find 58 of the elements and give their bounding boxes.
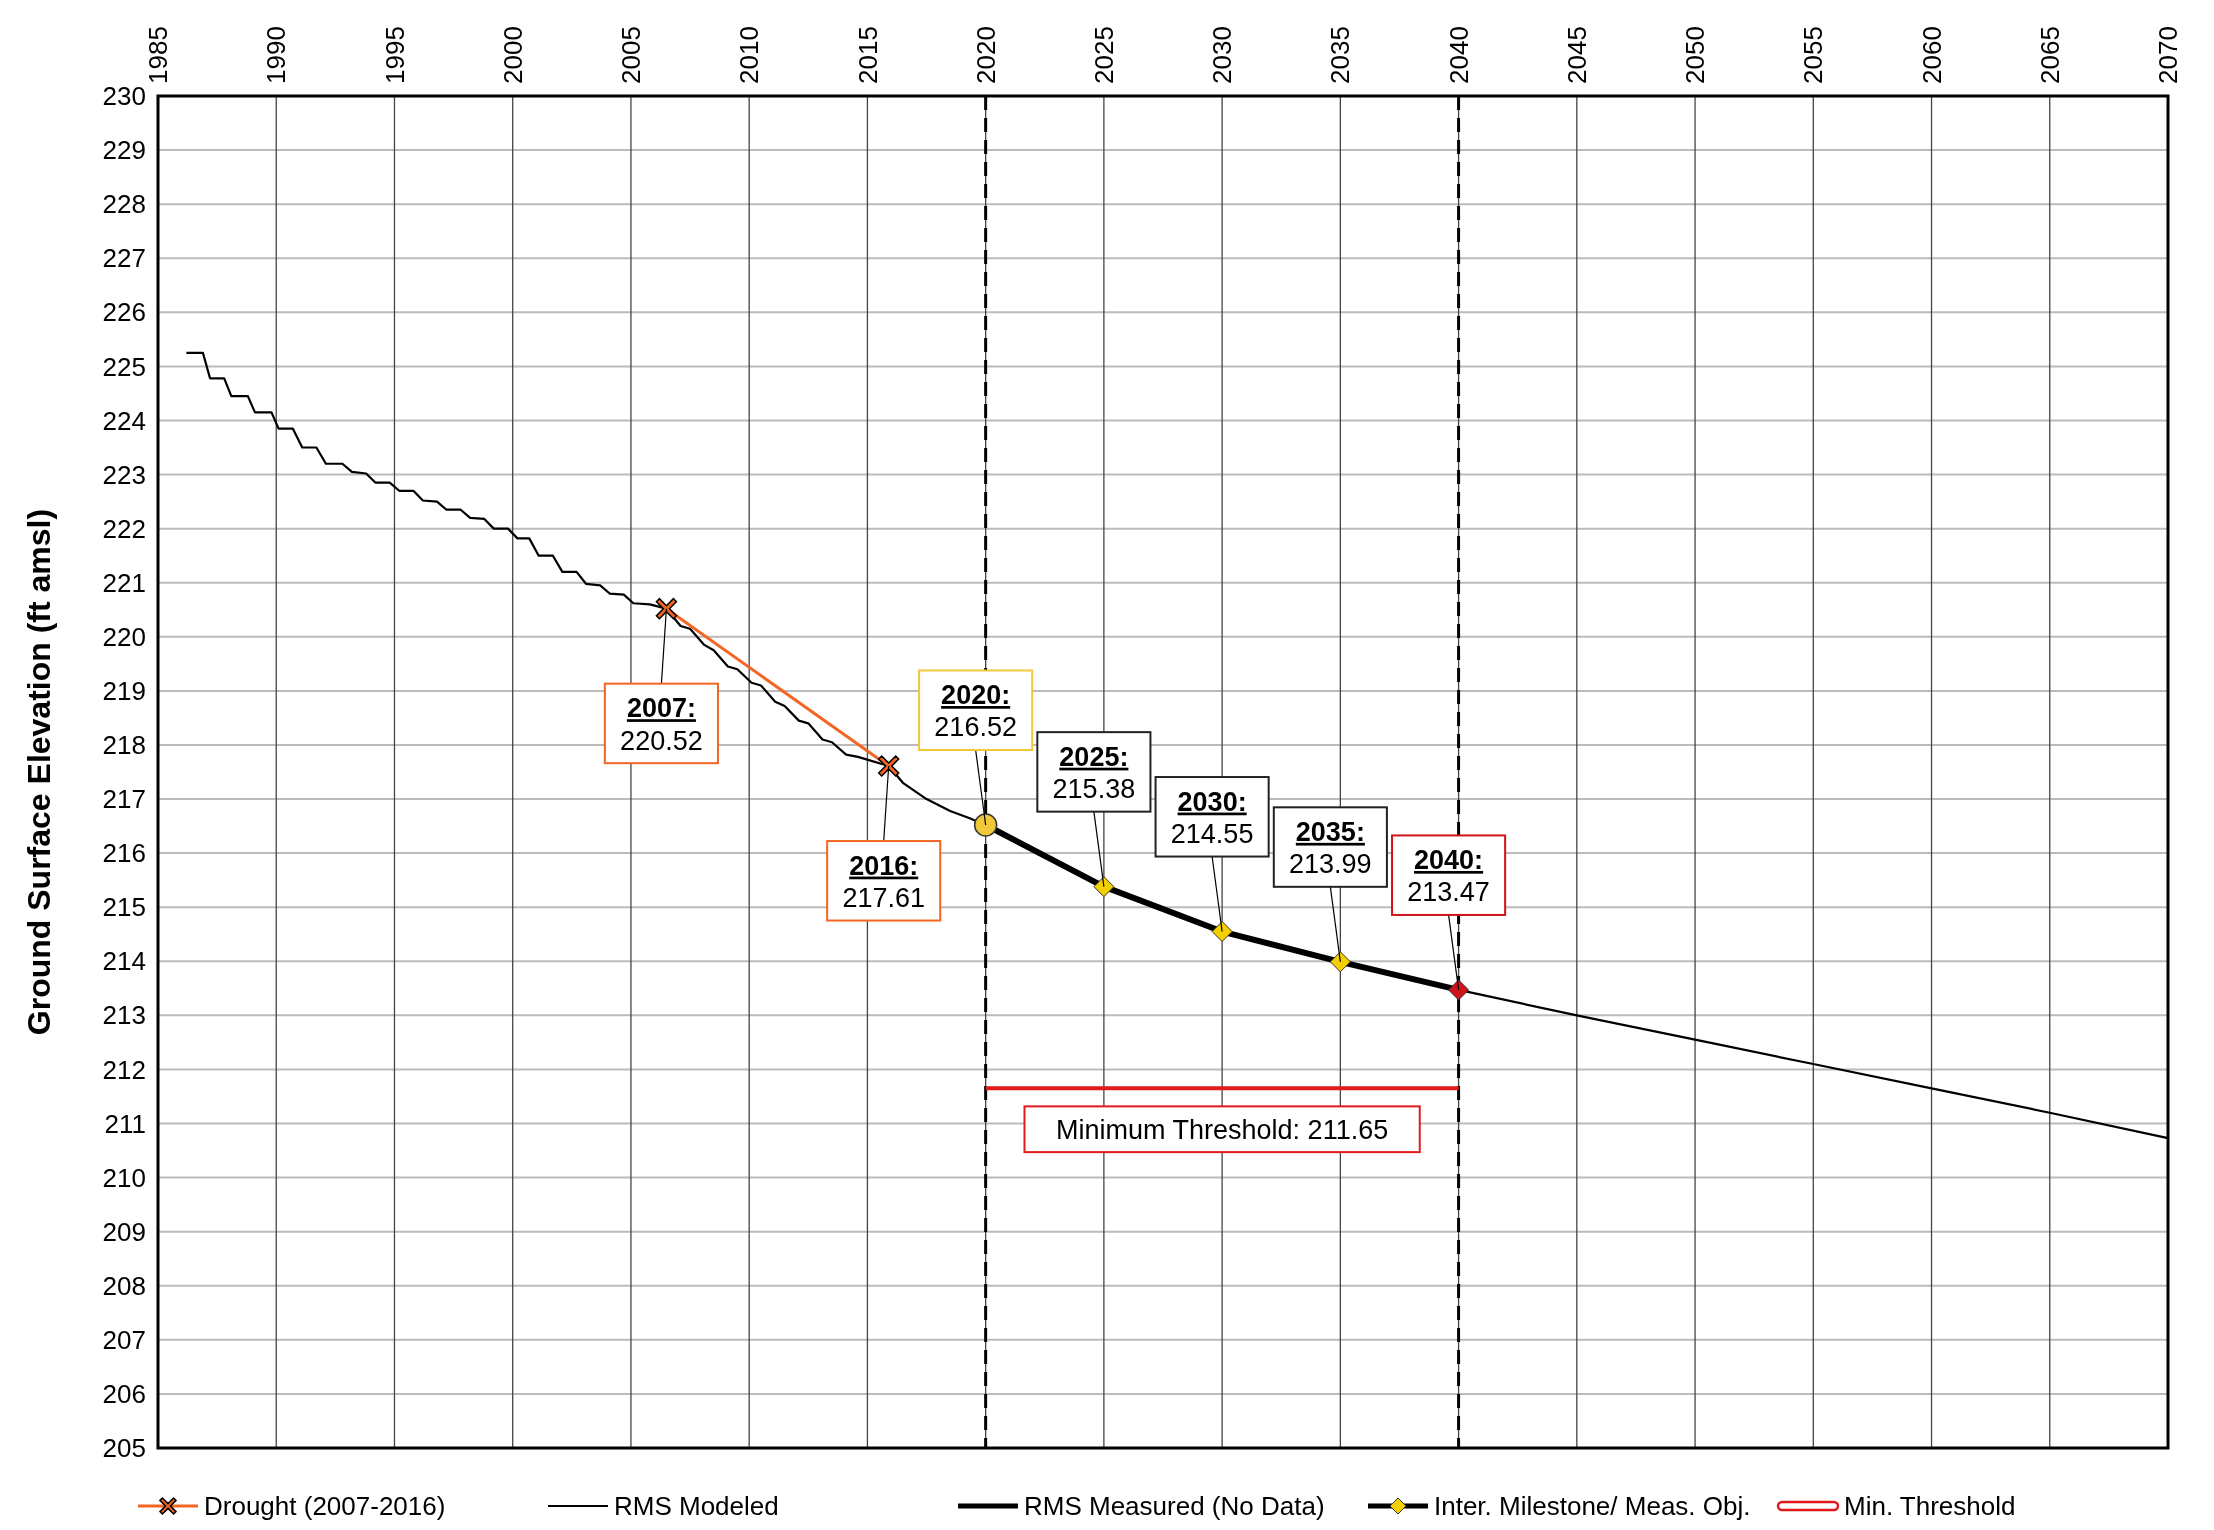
y-axis-title: Ground Surface Elevation (ft amsl) [21, 508, 57, 1036]
legend-label: Drought (2007-2016) [204, 1491, 446, 1521]
y-tick-label: 224 [102, 405, 146, 436]
y-tick-label: 230 [102, 81, 146, 112]
legend-label: Inter. Milestone/ Meas. Obj. [1434, 1491, 1751, 1521]
y-tick-label: 218 [102, 730, 146, 761]
x-tick-label: 2020 [970, 26, 1001, 84]
x-tick-label: 1990 [261, 26, 292, 84]
x-tick-label: 2010 [734, 26, 765, 84]
y-tick-label: 229 [102, 135, 146, 166]
legend-label: RMS Modeled [614, 1491, 779, 1521]
y-tick-label: 208 [102, 1270, 146, 1301]
x-tick-label: 2005 [616, 26, 647, 84]
y-tick-label: 225 [102, 351, 146, 382]
annotation: 2016: 217.61 [842, 850, 925, 913]
y-tick-label: 205 [102, 1433, 146, 1464]
x-tick-label: 2065 [2034, 26, 2065, 84]
annotation: 2040: 213.47 [1407, 844, 1490, 908]
annotation: 2035: 213.99 [1289, 816, 1372, 880]
y-tick-label: 211 [104, 1108, 146, 1139]
y-tick-label: 226 [102, 297, 146, 328]
x-tick-label: 2015 [852, 26, 883, 84]
y-tick-label: 206 [102, 1379, 146, 1410]
y-tick-label: 216 [102, 838, 146, 869]
y-tick-label: 219 [102, 675, 146, 706]
annotation: Minimum Threshold: 211.65 [1056, 1114, 1389, 1145]
legend-label: RMS Measured (No Data) [1024, 1491, 1325, 1521]
x-tick-label: 2055 [1798, 26, 1829, 84]
y-tick-label: 220 [102, 621, 146, 652]
x-tick-label: 2045 [1561, 26, 1592, 84]
x-tick-label: 2035 [1325, 26, 1356, 84]
y-tick-label: 210 [102, 1162, 146, 1193]
annotation: 2007: 220.52 [620, 693, 703, 756]
annotation: 2030: 214.55 [1170, 786, 1254, 849]
y-tick-label: 209 [102, 1216, 146, 1247]
y-tick-label: 215 [102, 892, 146, 923]
y-tick-label: 207 [102, 1324, 146, 1355]
y-tick-label: 212 [102, 1054, 146, 1085]
x-tick-label: 2060 [1916, 26, 1947, 84]
y-tick-label: 222 [102, 513, 146, 544]
y-tick-label: 214 [102, 946, 146, 977]
y-tick-label: 217 [102, 784, 146, 815]
y-tick-label: 223 [102, 459, 146, 490]
annotation: 2020: 216.52 [934, 680, 1017, 743]
y-tick-label: 227 [102, 243, 146, 274]
x-tick-label: 2000 [497, 26, 528, 84]
y-tick-label: 213 [102, 1000, 146, 1031]
x-tick-label: 1995 [379, 26, 410, 84]
x-tick-label: 2040 [1443, 26, 1474, 84]
legend-label: Min. Threshold [1844, 1491, 2016, 1521]
annotation: 2025: 215.38 [1052, 741, 1136, 805]
y-tick-label: 228 [102, 189, 146, 220]
x-tick-label: 2030 [1207, 26, 1238, 84]
x-tick-label: 2070 [2153, 26, 2184, 84]
x-tick-label: 2050 [1680, 26, 1711, 84]
x-tick-label: 1985 [143, 26, 174, 84]
y-tick-label: 221 [102, 567, 146, 598]
x-tick-label: 2025 [1088, 26, 1119, 84]
